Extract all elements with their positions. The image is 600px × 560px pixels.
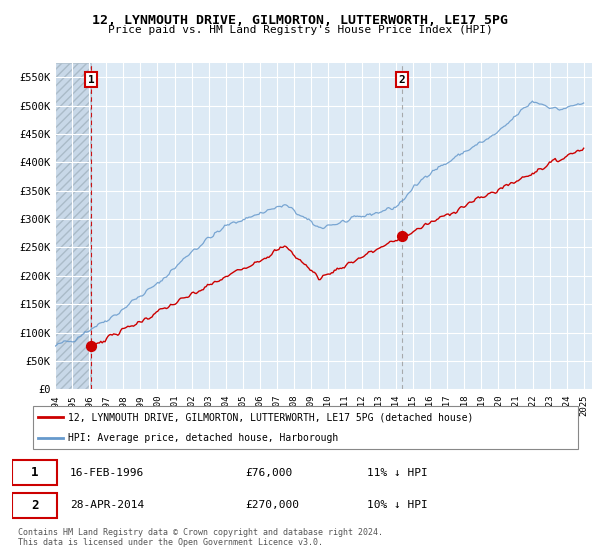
Text: 10% ↓ HPI: 10% ↓ HPI	[367, 500, 428, 510]
Text: 1: 1	[31, 466, 38, 479]
Text: 12, LYNMOUTH DRIVE, GILMORTON, LUTTERWORTH, LE17 5PG (detached house): 12, LYNMOUTH DRIVE, GILMORTON, LUTTERWOR…	[68, 412, 473, 422]
FancyBboxPatch shape	[12, 460, 58, 486]
Text: HPI: Average price, detached house, Harborough: HPI: Average price, detached house, Harb…	[68, 433, 338, 444]
Text: 12, LYNMOUTH DRIVE, GILMORTON, LUTTERWORTH, LE17 5PG: 12, LYNMOUTH DRIVE, GILMORTON, LUTTERWOR…	[92, 14, 508, 27]
Text: Price paid vs. HM Land Registry's House Price Index (HPI): Price paid vs. HM Land Registry's House …	[107, 25, 493, 35]
Text: 1: 1	[88, 74, 95, 85]
Text: 2: 2	[398, 74, 405, 85]
Text: Contains HM Land Registry data © Crown copyright and database right 2024.
This d: Contains HM Land Registry data © Crown c…	[18, 528, 383, 547]
FancyBboxPatch shape	[12, 493, 58, 517]
Bar	[55, 63, 91, 389]
FancyBboxPatch shape	[33, 406, 578, 450]
Text: 2: 2	[31, 498, 38, 512]
Text: 16-FEB-1996: 16-FEB-1996	[70, 468, 145, 478]
Text: 11% ↓ HPI: 11% ↓ HPI	[367, 468, 428, 478]
Text: £270,000: £270,000	[245, 500, 299, 510]
Point	[397, 232, 407, 241]
Text: 28-APR-2014: 28-APR-2014	[70, 500, 145, 510]
Point	[86, 342, 96, 351]
Text: £76,000: £76,000	[245, 468, 292, 478]
